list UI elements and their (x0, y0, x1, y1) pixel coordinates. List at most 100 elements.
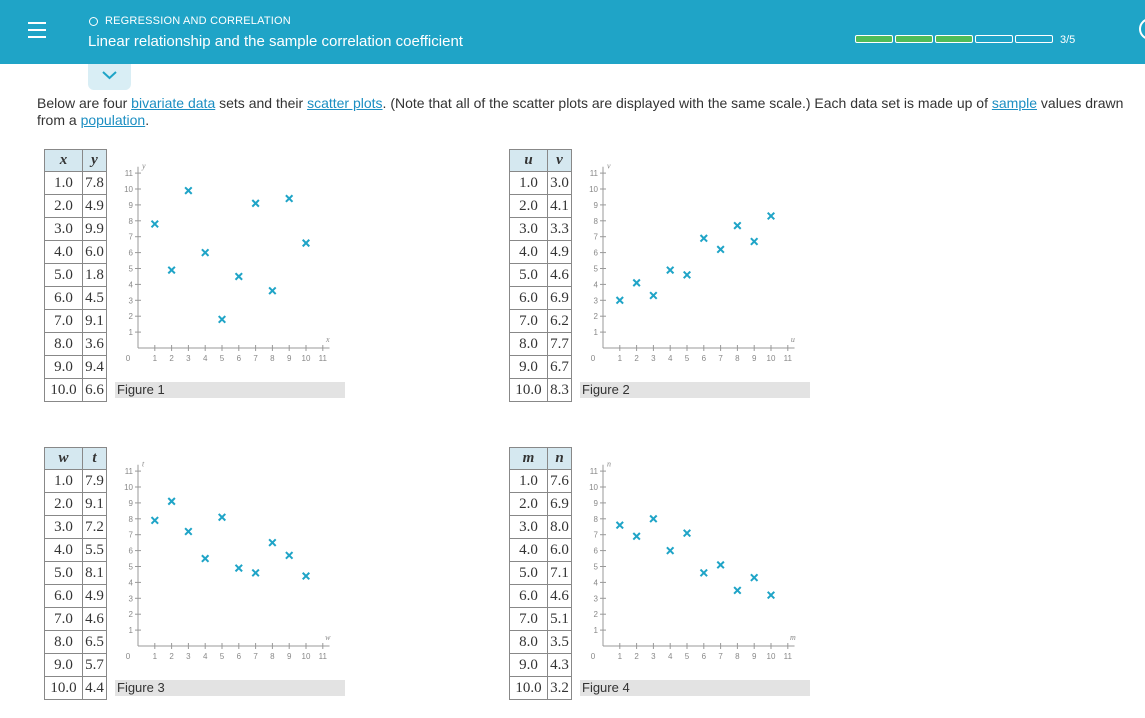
x-tick-label: 7 (718, 652, 723, 661)
x-tick-label: 8 (735, 652, 740, 661)
data-point (251, 199, 260, 208)
data-point (682, 529, 692, 538)
table-cell: 6.9 (547, 286, 572, 310)
table-cell: 2.0 (509, 492, 548, 516)
y-tick-label: 9 (594, 201, 599, 210)
x-tick-label: 7 (718, 354, 723, 363)
table-cell: 7.0 (44, 607, 83, 631)
x-tick-label: 11 (784, 652, 793, 661)
y-tick-label: 5 (594, 563, 599, 572)
y-tick-label: 6 (594, 547, 599, 556)
x-tick-label: 7 (253, 354, 258, 363)
x-tick-label: 6 (702, 652, 707, 661)
table-cell: 6.0 (547, 538, 572, 562)
table-row: 6.0 6.9 (509, 286, 572, 310)
table-row: 1.0 3.0 (509, 171, 572, 195)
x-axis-label: w (325, 633, 331, 642)
table-row: 5.0 4.6 (509, 263, 572, 287)
table-row: 10.0 8.3 (509, 378, 572, 402)
x-tick-label: 4 (203, 354, 208, 363)
x-tick-label: 8 (270, 652, 275, 661)
y-tick-label: 4 (594, 578, 599, 587)
progress-segment (1015, 35, 1053, 43)
table-cell: 2.0 (44, 492, 83, 516)
table-row: 6.0 4.9 (44, 584, 107, 608)
table-row: 1.0 7.9 (44, 469, 107, 493)
table-row: 1.0 7.8 (44, 171, 107, 195)
x-tick-label: 3 (651, 652, 656, 661)
x-tick-label: 10 (302, 652, 311, 661)
data-point (285, 551, 294, 560)
data-point (733, 586, 742, 595)
x-tick-label: 9 (287, 354, 292, 363)
y-tick-label: 6 (594, 249, 599, 258)
section-label: REGRESSION AND CORRELATION (89, 15, 291, 27)
data-point (167, 497, 176, 506)
x-tick-label: 9 (287, 652, 292, 661)
table-cell: 8.0 (509, 630, 548, 654)
y-tick-label: 5 (594, 265, 599, 274)
table-row: 2.0 4.1 (509, 194, 572, 218)
table-cell: 6.0 (82, 240, 107, 264)
help-icon[interactable] (1139, 18, 1145, 40)
table-cell: 6.7 (547, 355, 572, 379)
table-cell: 7.0 (44, 309, 83, 333)
table-row: 7.0 6.2 (509, 309, 572, 333)
table-cell: 3.5 (547, 630, 572, 654)
x-tick-label: 9 (752, 354, 757, 363)
y-tick-label: 8 (594, 217, 599, 226)
data-table: x y 1.0 7.8 2.0 4.9 3.0 9.9 4.0 6.0 5.0 1.8 6.0 4.5 7.… (44, 149, 107, 402)
table-cell: 7.1 (547, 561, 572, 585)
chevron-down-icon (102, 71, 117, 80)
table-row: 9.0 6.7 (509, 355, 572, 379)
column-header: v (547, 149, 572, 172)
x-tick-label: 4 (668, 354, 673, 363)
figure-caption-text: Figure 3 (117, 680, 165, 695)
table-row: 2.0 6.9 (509, 492, 572, 516)
column-header: y (82, 149, 107, 172)
x-tick-label: 1 (618, 652, 623, 661)
x-tick-label: 8 (735, 354, 740, 363)
y-axis-label: v (607, 162, 611, 171)
instructions: Below are four bivariate data sets and t… (37, 95, 1137, 129)
link-bivariate-data[interactable]: bivariate data (131, 95, 216, 111)
y-tick-label: 3 (129, 296, 134, 305)
table-cell: 7.9 (82, 469, 107, 493)
table-row: 4.0 4.9 (509, 240, 572, 264)
data-point (649, 514, 658, 523)
data-point (234, 564, 243, 573)
table-row: 5.0 8.1 (44, 561, 107, 585)
table-cell: 4.0 (44, 538, 83, 562)
table-cell: 1.8 (82, 263, 107, 287)
x-axis-label: x (325, 335, 330, 344)
y-axis-label: n (607, 460, 611, 469)
link-scatter-plots[interactable]: scatter plots (307, 95, 383, 111)
data-point (682, 270, 692, 279)
table-cell: 9.9 (82, 217, 107, 241)
table-cell: 6.9 (547, 492, 572, 516)
data-point (699, 568, 708, 577)
table-row: 6.0 4.5 (44, 286, 107, 310)
table-cell: 3.6 (82, 332, 107, 356)
table-cell: 9.1 (82, 309, 107, 333)
x-tick-label: 4 (668, 652, 673, 661)
link-population[interactable]: population (80, 112, 146, 128)
figure-caption: Figure 2 (580, 382, 810, 398)
table-row: 9.0 5.7 (44, 653, 107, 677)
table-cell: 5.5 (82, 538, 107, 562)
data-point (632, 532, 641, 541)
intro-text: sets and their (215, 95, 308, 111)
table-cell: 4.1 (547, 194, 572, 218)
collapse-toggle[interactable] (88, 64, 131, 90)
menu-icon[interactable] (28, 22, 46, 42)
link-sample[interactable]: sample (991, 95, 1038, 111)
x-tick-label: 6 (237, 652, 242, 661)
table-cell: 5.0 (509, 561, 548, 585)
table-cell: 4.6 (547, 263, 572, 287)
table-row: 7.0 5.1 (509, 607, 572, 631)
y-tick-label: 11 (590, 467, 599, 476)
table-cell: 7.8 (82, 171, 107, 195)
y-tick-label: 2 (594, 312, 599, 321)
